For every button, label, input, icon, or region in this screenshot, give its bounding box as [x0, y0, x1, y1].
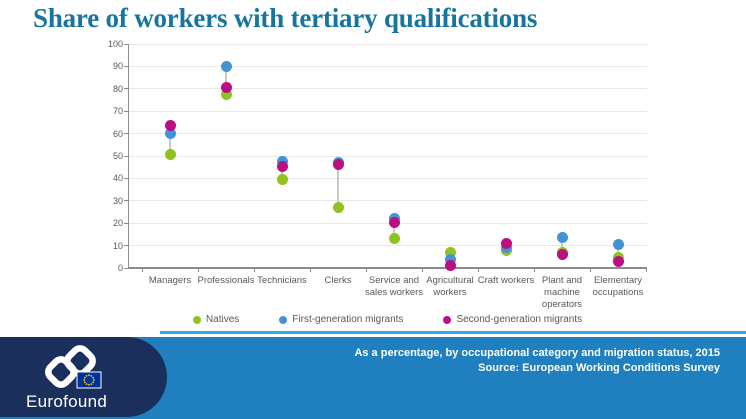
footer-text: As a percentage, by occupational categor… — [354, 346, 720, 375]
data-point-second-generation-migrants — [164, 120, 176, 132]
y-axis-tick — [124, 267, 128, 269]
footer-source: Source: European Working Conditions Surv… — [478, 361, 720, 374]
eu-flag-icon — [76, 371, 102, 389]
eurofound-logo-icon — [45, 345, 102, 389]
legend-item: Second-generation migrants — [443, 314, 582, 325]
data-point-natives — [444, 246, 456, 258]
x-axis-label: Managers — [148, 275, 192, 286]
x-axis-label: Craft workers — [477, 275, 535, 286]
x-axis-tick — [254, 268, 255, 272]
x-axis-tick — [366, 268, 367, 272]
y-axis-tick — [124, 155, 128, 157]
x-axis-line — [128, 267, 647, 269]
y-axis-label: 80 — [112, 83, 123, 94]
x-axis-tick — [422, 268, 423, 272]
gridline — [128, 200, 647, 202]
connector-line — [393, 218, 395, 239]
gridline — [128, 177, 647, 179]
data-point-natives — [388, 233, 400, 245]
data-point-second-generation-migrants — [444, 260, 456, 272]
y-axis-tick — [124, 200, 128, 202]
data-point-first-generation-migrants — [612, 238, 624, 250]
footer-subtitle: As a percentage, by occupational categor… — [354, 347, 720, 359]
connector-line — [561, 237, 563, 255]
legend-label: Natives — [205, 314, 240, 325]
data-point-first-generation-migrants — [164, 128, 176, 140]
x-axis-tick — [198, 268, 199, 272]
x-axis-tick — [310, 268, 311, 272]
gridline — [128, 65, 647, 67]
y-axis-label: 50 — [112, 151, 123, 161]
gridline — [128, 88, 647, 90]
y-axis-tick — [124, 43, 128, 45]
x-axis-label: Clerks — [324, 275, 352, 286]
y-axis-label: 30 — [112, 195, 123, 206]
connector-line — [337, 162, 339, 208]
legend-label: Second-generation migrants — [456, 314, 583, 325]
page-title: Share of workers with tertiary qualifica… — [33, 3, 538, 33]
x-axis-tick — [478, 268, 479, 272]
gridline — [128, 245, 647, 247]
legend-item: Natives — [192, 314, 240, 325]
connector-line — [225, 66, 227, 95]
gridline — [128, 222, 647, 224]
y-axis-line — [128, 44, 129, 268]
x-axis-label: Service and sales workers — [364, 275, 424, 298]
y-axis-tick — [124, 222, 128, 224]
y-axis-tick — [124, 110, 128, 112]
gridline — [128, 110, 647, 112]
y-axis-tick — [124, 177, 128, 179]
y-axis-label: 90 — [112, 61, 123, 72]
divider-line — [160, 331, 746, 334]
x-axis-label: Professionals — [197, 275, 255, 286]
gridline — [128, 133, 647, 135]
gridline — [128, 43, 647, 45]
y-axis-label: 0 — [117, 263, 123, 273]
data-point-natives — [164, 149, 176, 161]
footer-bar: Eurofound As a percentage, by occupation… — [0, 337, 746, 419]
data-point-first-generation-migrants — [444, 253, 456, 265]
data-point-second-generation-migrants — [500, 237, 512, 249]
data-point-second-generation-migrants — [388, 216, 400, 228]
y-axis-label: 60 — [112, 128, 123, 139]
data-point-second-generation-migrants — [332, 159, 344, 171]
y-axis-label: 10 — [112, 240, 123, 251]
data-point-first-generation-migrants — [556, 232, 568, 244]
data-point-second-generation-migrants — [220, 82, 232, 94]
legend-marker-icon — [192, 315, 201, 324]
x-axis-label: Agricultural workers — [426, 275, 474, 298]
brand-name: Eurofound — [26, 392, 108, 411]
data-point-natives — [220, 88, 232, 100]
legend-item: First-generation migrants — [279, 314, 403, 325]
y-axis-tick — [124, 133, 128, 135]
legend-marker-icon — [443, 315, 452, 324]
legend-marker-icon — [279, 315, 288, 324]
x-axis-tick — [590, 268, 591, 272]
data-point-natives — [332, 202, 344, 214]
y-axis-tick — [124, 88, 128, 90]
brand-pill: Eurofound — [0, 337, 167, 417]
data-point-natives — [276, 174, 288, 186]
y-axis-label: 100 — [107, 39, 123, 49]
x-axis-tick — [646, 268, 647, 272]
y-axis-label: 40 — [112, 173, 123, 184]
legend-label: First-generation migrants — [292, 314, 404, 325]
x-axis-label: Elementary occupations — [592, 275, 644, 298]
data-point-second-generation-migrants — [612, 255, 624, 267]
chart-area: 0 10 20 30 40 50 60 70 80 90 100 Managers Profession… — [107, 39, 647, 310]
chart-legend: Natives First-generation migrants Second-g… — [128, 314, 647, 325]
y-axis-label: 70 — [112, 106, 123, 117]
data-point-second-generation-migrants — [556, 249, 568, 261]
y-axis-tick — [124, 245, 128, 247]
y-axis-label: 20 — [112, 218, 123, 229]
x-axis-tick — [534, 268, 535, 272]
y-axis-tick — [124, 65, 128, 67]
x-axis-label: Plant and machine operators — [541, 275, 583, 310]
x-axis-label: Technicians — [257, 275, 307, 286]
data-point-second-generation-migrants — [276, 160, 288, 172]
gridline — [128, 155, 647, 157]
connector-line — [169, 125, 171, 155]
x-axis-tick — [142, 268, 143, 272]
data-point-first-generation-migrants — [220, 60, 232, 72]
